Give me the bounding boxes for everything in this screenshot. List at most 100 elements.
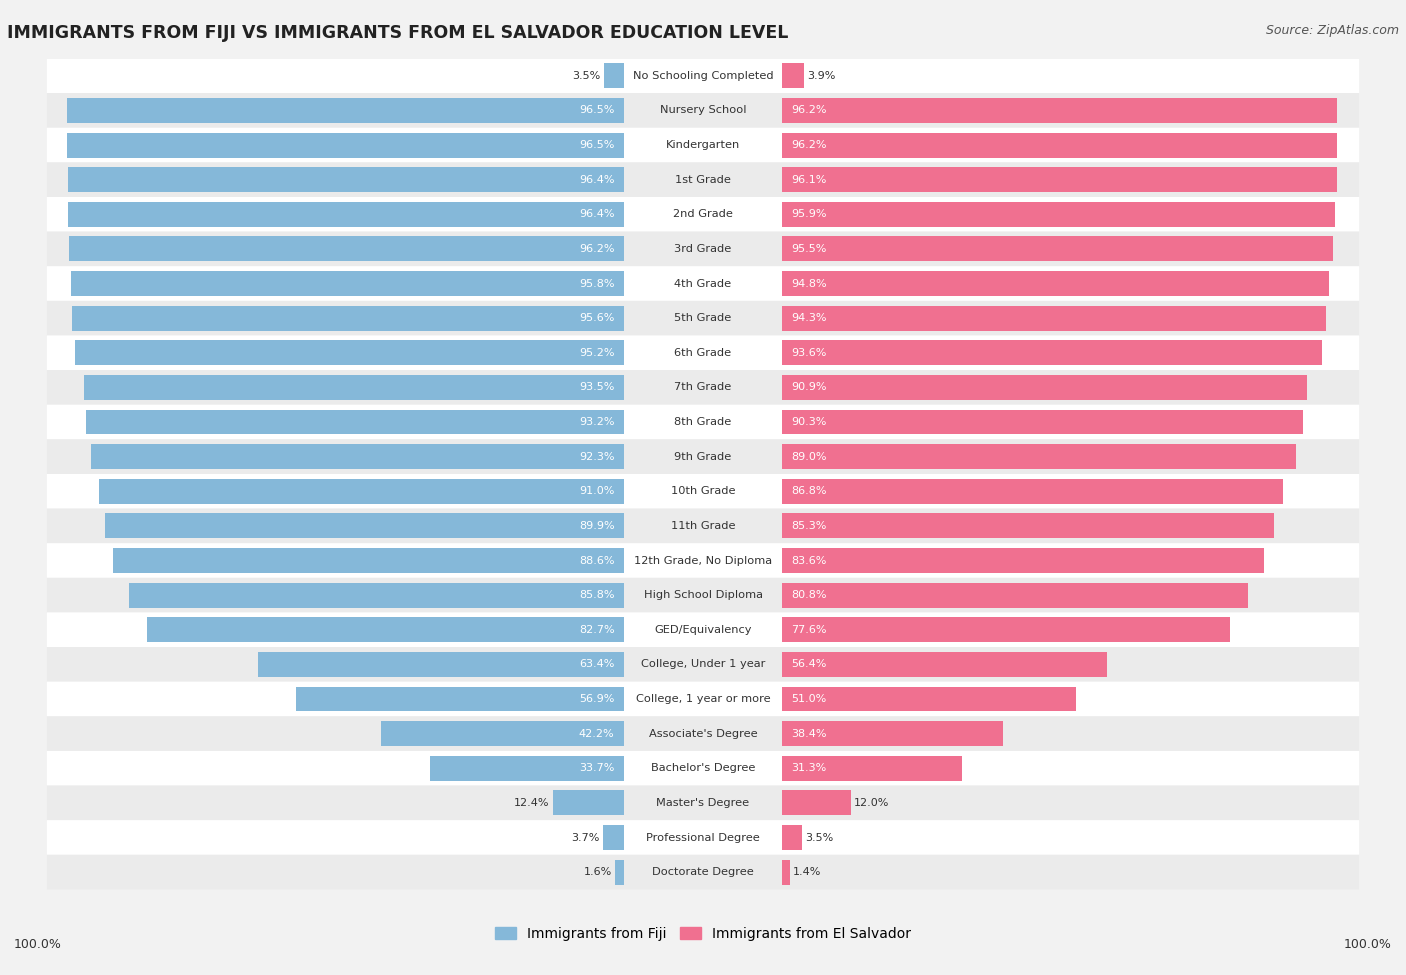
Bar bbox=[603, 825, 624, 850]
Text: 93.5%: 93.5% bbox=[579, 382, 614, 392]
Text: 63.4%: 63.4% bbox=[579, 659, 614, 670]
Text: 11th Grade: 11th Grade bbox=[671, 521, 735, 531]
Bar bbox=[75, 340, 624, 366]
Text: GED/Equivalency: GED/Equivalency bbox=[654, 625, 752, 635]
Text: 90.3%: 90.3% bbox=[792, 417, 827, 427]
FancyBboxPatch shape bbox=[46, 58, 1360, 94]
Bar bbox=[86, 410, 624, 435]
Text: 91.0%: 91.0% bbox=[579, 487, 614, 496]
Text: 89.9%: 89.9% bbox=[579, 521, 614, 531]
Bar bbox=[430, 756, 624, 781]
Text: College, Under 1 year: College, Under 1 year bbox=[641, 659, 765, 670]
Text: Nursery School: Nursery School bbox=[659, 105, 747, 115]
Text: IMMIGRANTS FROM FIJI VS IMMIGRANTS FROM EL SALVADOR EDUCATION LEVEL: IMMIGRANTS FROM FIJI VS IMMIGRANTS FROM … bbox=[7, 24, 789, 42]
Text: Professional Degree: Professional Degree bbox=[647, 833, 759, 842]
Text: 94.3%: 94.3% bbox=[792, 313, 827, 323]
Text: 96.1%: 96.1% bbox=[792, 175, 827, 184]
Text: 95.2%: 95.2% bbox=[579, 348, 614, 358]
Text: 96.4%: 96.4% bbox=[579, 175, 614, 184]
Text: 38.4%: 38.4% bbox=[792, 728, 827, 739]
Text: 12.4%: 12.4% bbox=[513, 798, 550, 808]
FancyBboxPatch shape bbox=[46, 266, 1360, 301]
Text: No Schooling Completed: No Schooling Completed bbox=[633, 71, 773, 81]
Bar bbox=[84, 375, 624, 400]
FancyBboxPatch shape bbox=[46, 751, 1360, 786]
Bar bbox=[67, 98, 624, 123]
Text: 12.0%: 12.0% bbox=[855, 798, 890, 808]
Bar bbox=[782, 617, 1230, 643]
Text: 95.6%: 95.6% bbox=[579, 313, 614, 323]
Text: 7th Grade: 7th Grade bbox=[675, 382, 731, 392]
Bar bbox=[782, 514, 1274, 538]
Bar bbox=[782, 340, 1322, 366]
FancyBboxPatch shape bbox=[46, 232, 1360, 266]
Text: 42.2%: 42.2% bbox=[579, 728, 614, 739]
Bar bbox=[146, 617, 624, 643]
Bar bbox=[91, 445, 624, 469]
Text: 82.7%: 82.7% bbox=[579, 625, 614, 635]
FancyBboxPatch shape bbox=[46, 717, 1360, 751]
Text: 3.9%: 3.9% bbox=[807, 71, 837, 81]
FancyBboxPatch shape bbox=[46, 128, 1360, 163]
Bar bbox=[782, 271, 1329, 296]
FancyBboxPatch shape bbox=[46, 786, 1360, 820]
Bar bbox=[782, 686, 1076, 712]
FancyBboxPatch shape bbox=[46, 474, 1360, 509]
FancyBboxPatch shape bbox=[46, 440, 1360, 474]
Bar bbox=[782, 98, 1337, 123]
Bar bbox=[782, 548, 1264, 573]
Text: 1.6%: 1.6% bbox=[583, 867, 612, 878]
Text: 31.3%: 31.3% bbox=[792, 763, 827, 773]
Bar bbox=[614, 860, 624, 884]
Text: 95.5%: 95.5% bbox=[792, 244, 827, 254]
Text: 2nd Grade: 2nd Grade bbox=[673, 210, 733, 219]
Bar bbox=[72, 271, 624, 296]
Text: College, 1 year or more: College, 1 year or more bbox=[636, 694, 770, 704]
Text: 83.6%: 83.6% bbox=[792, 556, 827, 566]
Text: 4th Grade: 4th Grade bbox=[675, 279, 731, 289]
Text: 8th Grade: 8th Grade bbox=[675, 417, 731, 427]
Text: Master's Degree: Master's Degree bbox=[657, 798, 749, 808]
Text: 88.6%: 88.6% bbox=[579, 556, 614, 566]
Text: 95.8%: 95.8% bbox=[579, 279, 614, 289]
Text: 96.2%: 96.2% bbox=[792, 140, 827, 150]
Bar bbox=[605, 63, 624, 89]
Text: 12th Grade, No Diploma: 12th Grade, No Diploma bbox=[634, 556, 772, 566]
Text: Kindergarten: Kindergarten bbox=[666, 140, 740, 150]
Bar bbox=[782, 722, 1004, 746]
Bar bbox=[782, 133, 1337, 158]
Bar bbox=[112, 548, 624, 573]
Bar bbox=[259, 652, 624, 677]
Bar bbox=[295, 686, 624, 712]
Text: 85.8%: 85.8% bbox=[579, 590, 614, 601]
Bar bbox=[72, 306, 624, 331]
Bar bbox=[782, 652, 1108, 677]
Bar bbox=[782, 168, 1337, 192]
Text: 56.4%: 56.4% bbox=[792, 659, 827, 670]
FancyBboxPatch shape bbox=[46, 301, 1360, 335]
Legend: Immigrants from Fiji, Immigrants from El Salvador: Immigrants from Fiji, Immigrants from El… bbox=[489, 921, 917, 947]
Text: 10th Grade: 10th Grade bbox=[671, 487, 735, 496]
Text: 95.9%: 95.9% bbox=[792, 210, 827, 219]
Text: 86.8%: 86.8% bbox=[792, 487, 827, 496]
Text: 96.5%: 96.5% bbox=[579, 140, 614, 150]
FancyBboxPatch shape bbox=[46, 94, 1360, 128]
FancyBboxPatch shape bbox=[46, 197, 1360, 232]
Bar bbox=[553, 791, 624, 815]
Bar bbox=[381, 722, 624, 746]
Bar bbox=[782, 756, 963, 781]
Text: 96.4%: 96.4% bbox=[579, 210, 614, 219]
Bar bbox=[782, 63, 804, 89]
Bar bbox=[782, 860, 790, 884]
Text: Associate's Degree: Associate's Degree bbox=[648, 728, 758, 739]
FancyBboxPatch shape bbox=[46, 820, 1360, 855]
Bar bbox=[67, 168, 624, 192]
Text: 93.2%: 93.2% bbox=[579, 417, 614, 427]
Text: 77.6%: 77.6% bbox=[792, 625, 827, 635]
Text: 5th Grade: 5th Grade bbox=[675, 313, 731, 323]
Text: Doctorate Degree: Doctorate Degree bbox=[652, 867, 754, 878]
Bar bbox=[67, 133, 624, 158]
FancyBboxPatch shape bbox=[46, 370, 1360, 405]
Text: 3.7%: 3.7% bbox=[571, 833, 599, 842]
Text: 51.0%: 51.0% bbox=[792, 694, 827, 704]
